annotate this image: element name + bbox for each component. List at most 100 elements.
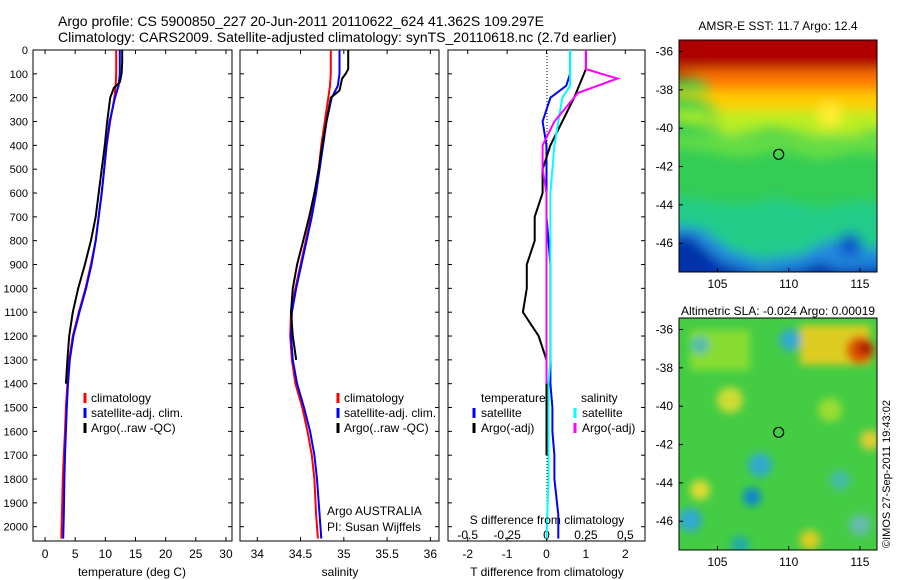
depth-tick-label: 1400: [4, 379, 28, 391]
argo-location-marker: [773, 426, 785, 438]
depth-tick-label: 300: [10, 117, 28, 129]
map-y-tick-label: -38: [656, 83, 674, 97]
x-tick-label: 0: [543, 547, 550, 561]
legend-label: satellite-adj. clim.: [344, 406, 436, 420]
x-tick-label: -2: [462, 547, 473, 561]
legend-label: climatology: [344, 391, 404, 405]
x2-tick-label: 0.25: [574, 528, 598, 542]
salinity-axes: [239, 49, 440, 542]
depth-tick-label: 1600: [4, 426, 28, 438]
temperature-axes: [32, 49, 233, 542]
difference-panel: -2 -1 0 1 2-0.5 -0.25 0 0.25 0.5 S difference fr…: [447, 49, 646, 579]
legend-label: satellite: [481, 406, 522, 420]
depth-tick-label: 1200: [4, 331, 28, 343]
series-line: [62, 50, 121, 539]
map-y-tick-label: -40: [656, 399, 674, 413]
legend-title-temperature: temperature: [481, 391, 546, 405]
depth-tick-label: 1500: [4, 403, 28, 415]
x-tick-label: 34.5: [289, 547, 313, 561]
map-x-tick-label: 110: [779, 555, 798, 569]
climatology-subtitle: Climatology: CARS2009. Satellite-adjuste…: [58, 29, 617, 45]
legend-label: Argo(-adj): [582, 421, 635, 435]
series-line: [289, 50, 350, 361]
depth-tick-label: 200: [10, 93, 28, 105]
salinity-panel: 34 34.5 35 35.5 36 salinity climatologysatel…: [239, 49, 440, 579]
x-tick-label: 5: [72, 547, 79, 561]
salinity-xlabel: salinity: [322, 565, 359, 579]
depth-tick-label: 1100: [4, 307, 28, 319]
map-y-tick-label: -46: [656, 236, 674, 250]
legend-label: satellite-adj. clim.: [91, 406, 183, 420]
salinity-ticks: 34 34.5 35 35.5 36: [240, 49, 439, 561]
legend-title-salinity: salinity: [581, 391, 618, 405]
sst-map-title: AMSR-E SST: 11.7 Argo: 12.4: [698, 19, 858, 33]
map-y-tick-label: -46: [656, 514, 674, 528]
map-y-tick-label: -42: [656, 160, 674, 174]
map-y-tick-label: -44: [656, 198, 674, 212]
x-tick-label: 2: [622, 547, 629, 561]
legend-label: Argo(..raw -QC): [344, 421, 429, 435]
map-y-tick-label: -36: [656, 323, 674, 337]
depth-tick-label: 700: [10, 212, 28, 224]
temperature-panel: 0 5 10 15 20 25 30 temperature (deg C) climato…: [32, 49, 233, 579]
legend-label: satellite: [582, 406, 623, 420]
series-line: [541, 50, 621, 384]
argo-location-marker: [773, 148, 785, 160]
x-tick-label: 35.5: [375, 547, 399, 561]
series-line: [64, 50, 124, 384]
x2-tick-label: -0.5: [457, 528, 478, 542]
depth-tick-label: 600: [10, 188, 28, 200]
map-y-tick-label: -36: [656, 45, 674, 59]
x-tick-label: 10: [99, 547, 113, 561]
float-owner-text: Argo AUSTRALIA: [327, 504, 422, 518]
depth-axis-labels: 0 100 200 300 400 500 600 700 800 900 1000 1100 1200…: [4, 45, 28, 534]
difference-legend: temperature salinitysatelliteArgo(-adj)sa…: [472, 391, 635, 435]
map-y-tick-label: -38: [656, 361, 674, 375]
difference-lines: [521, 50, 621, 539]
pi-name-text: PI: Susan Wijffels: [327, 520, 421, 534]
sla-map: Altimetric SLA: -0.024 Argo: 0.00019: [656, 304, 878, 569]
depth-tick-label: 2000: [4, 522, 28, 534]
map-x-tick-label: 105: [707, 555, 727, 569]
temperature-diff-xlabel: T difference from climatology: [470, 565, 624, 579]
sla-field: [679, 318, 877, 550]
sst-map: AMSR-E SST: 11.7 Argo: 12.4 105 110 115 -36…: [656, 19, 878, 291]
temperature-xlabel: temperature (deg C): [78, 565, 186, 579]
x-tick-label: 34: [251, 547, 265, 561]
x-tick-label: 20: [159, 547, 173, 561]
map-y-tick-label: -42: [656, 438, 674, 452]
depth-tick-label: 1000: [4, 283, 28, 295]
map-x-tick-label: 105: [707, 277, 727, 291]
x-tick-label: 1: [583, 547, 590, 561]
x-tick-label: 0: [42, 547, 49, 561]
legend-label: Argo(-adj): [481, 421, 534, 435]
depth-tick-label: 1700: [4, 450, 28, 462]
depth-tick-label: 800: [10, 236, 28, 248]
depth-tick-label: 1900: [4, 498, 28, 510]
x-tick-label: 15: [129, 547, 143, 561]
series-line: [545, 50, 572, 539]
x2-tick-label: -0.25: [493, 528, 521, 542]
legend-label: Argo(..raw -QC): [91, 421, 176, 435]
map-y-tick-label: -44: [656, 476, 674, 490]
x-tick-label: 30: [219, 547, 233, 561]
temperature-lines: [60, 50, 124, 539]
salinity-diff-xlabel: S difference from climatology: [470, 513, 625, 527]
legend-label: climatology: [91, 391, 151, 405]
x-tick-label: 25: [189, 547, 203, 561]
salinity-lines: [289, 50, 350, 539]
depth-tick-label: 900: [10, 260, 28, 272]
sst-axis-ticks: 105 110 115 -36 -38 -40 -42 -44 -46: [656, 45, 870, 291]
x2-tick-label: 0.5: [617, 528, 634, 542]
map-x-tick-label: 115: [850, 277, 869, 291]
temperature-ticks: 0 5 10 15 20 25 30: [33, 49, 233, 561]
depth-tick-label: 1800: [4, 474, 28, 486]
map-x-tick-label: 115: [850, 555, 869, 569]
map-x-tick-label: 110: [779, 277, 798, 291]
sla-axis-ticks: 105 110 115 -36 -38 -40 -42 -44 -46: [656, 323, 870, 569]
depth-tick-label: 1300: [4, 355, 28, 367]
x-tick-label: -1: [502, 547, 513, 561]
